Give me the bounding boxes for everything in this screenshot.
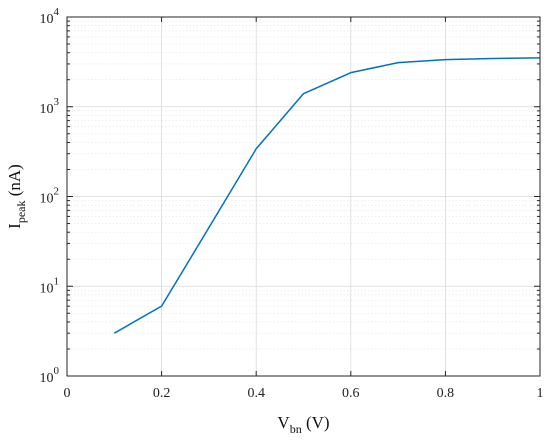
x-tick-label: 1 bbox=[537, 386, 544, 401]
y-tick-label: 104 bbox=[40, 6, 60, 27]
series-line bbox=[113, 57, 541, 334]
y-tick-label: 100 bbox=[40, 365, 60, 386]
x-tick-label: 0.6 bbox=[342, 386, 360, 401]
x-tick-label: 0.8 bbox=[437, 386, 455, 401]
axis-ticks: 0 0.2 0.4 0.6 0.8 1 100 101 102 103 104 bbox=[40, 6, 544, 401]
y-tick-label: 101 bbox=[40, 275, 60, 296]
x-tick-label: 0.4 bbox=[247, 386, 265, 401]
y-axis-label: Ipeak (nA) bbox=[5, 164, 28, 229]
grid bbox=[67, 17, 540, 376]
y-tick-label: 102 bbox=[40, 186, 60, 207]
x-tick-label: 0 bbox=[64, 386, 71, 401]
y-tick-label: 103 bbox=[40, 96, 60, 117]
series-layer bbox=[113, 57, 541, 334]
x-axis-label: Vbn (V) bbox=[277, 413, 329, 436]
x-tick-label: 0.2 bbox=[153, 386, 171, 401]
